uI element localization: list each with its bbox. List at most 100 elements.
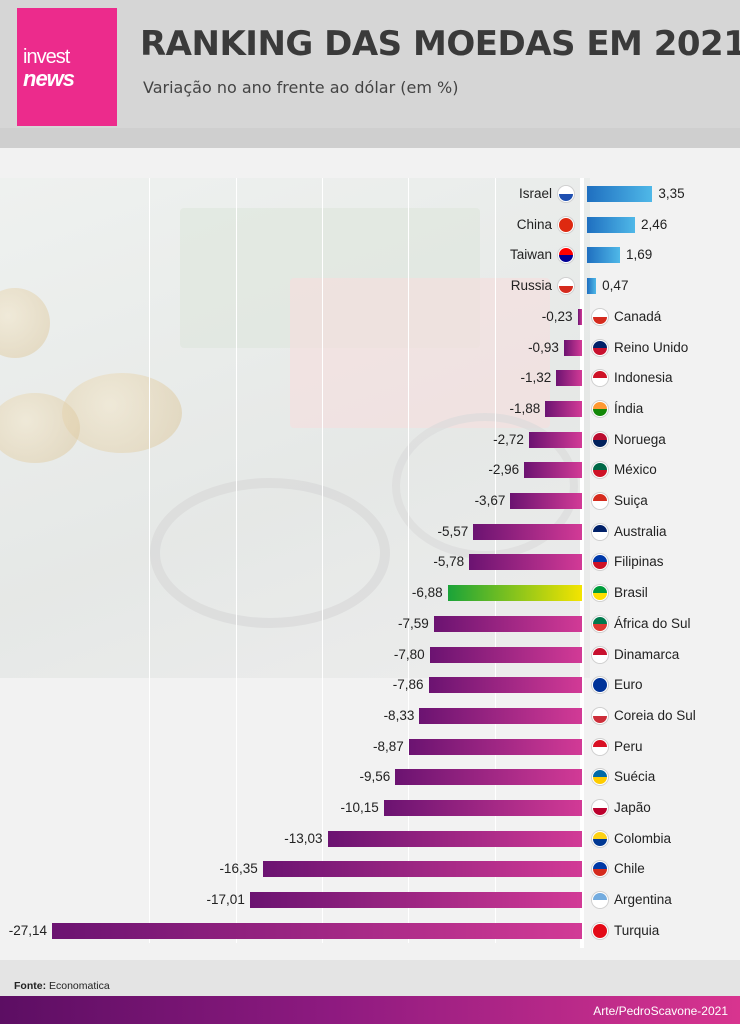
category-label: Noruega xyxy=(614,431,666,447)
source-note: Fonte: Economatica xyxy=(14,980,110,992)
category-label: Chile xyxy=(614,861,645,877)
united-kingdom-flag-icon xyxy=(592,339,608,356)
bar-23 xyxy=(262,861,582,878)
japan-flag-icon xyxy=(592,800,608,816)
chart-title: RANKING DAS MOEDAS EM 2021 xyxy=(140,24,740,64)
bar-8 xyxy=(545,400,582,417)
data-label: -1,32 xyxy=(520,370,552,386)
bar-17 xyxy=(428,677,582,694)
coin-shape xyxy=(0,393,80,463)
south-korea-flag-icon xyxy=(592,707,608,724)
category-label: Colombia xyxy=(614,830,672,846)
data-label: 1,69 xyxy=(626,247,653,263)
data-label: -0,93 xyxy=(528,339,559,355)
category-label: Canadá xyxy=(614,308,662,324)
bar-9 xyxy=(528,431,582,448)
data-label: -6,88 xyxy=(411,585,443,601)
indonesia-flag-icon xyxy=(592,370,608,387)
gridline xyxy=(408,178,409,943)
header xyxy=(0,0,740,148)
data-label: -5,57 xyxy=(437,523,469,539)
category-label: Turquia xyxy=(614,922,660,938)
data-label: -7,59 xyxy=(398,615,429,631)
category-label: Euro xyxy=(614,677,643,693)
data-label: -8,33 xyxy=(383,707,415,723)
category-label: Coreia do Sul xyxy=(614,707,696,723)
bar-4 xyxy=(587,278,597,295)
chart-subtitle: Variação no ano frente ao dólar (em %) xyxy=(143,78,459,97)
footer xyxy=(0,960,740,996)
category-label: Filipinas xyxy=(614,554,664,570)
header-band xyxy=(0,128,740,148)
data-label: -3,67 xyxy=(474,493,506,508)
gridline xyxy=(236,178,237,943)
data-label: -2,72 xyxy=(493,431,524,447)
canada-flag-icon xyxy=(592,308,608,325)
globe-keychain-shape xyxy=(150,478,390,628)
philippines-flag-icon xyxy=(592,554,608,571)
data-label: -2,96 xyxy=(488,462,520,478)
coin-shape xyxy=(62,373,182,453)
colombia-flag-icon xyxy=(592,830,608,847)
category-label: Israel xyxy=(518,186,552,201)
bar-14 xyxy=(447,585,582,602)
bar-12 xyxy=(473,523,582,540)
bar-20 xyxy=(395,769,582,786)
source-label: Fonte: xyxy=(14,980,47,992)
data-label: -1,88 xyxy=(509,400,541,416)
bar-7 xyxy=(556,370,582,387)
bar-24 xyxy=(249,892,582,909)
south-africa-flag-icon xyxy=(592,615,608,632)
euro-flag-icon xyxy=(592,677,608,694)
category-label: Reino Unido xyxy=(614,339,689,355)
data-label: 2,46 xyxy=(641,216,668,232)
data-label: -0,23 xyxy=(541,308,573,324)
banknote-yuan-shape xyxy=(290,278,550,428)
category-label: Indonesia xyxy=(614,370,673,386)
bar-2 xyxy=(587,216,636,233)
australia-flag-icon xyxy=(592,523,608,540)
data-label: -17,01 xyxy=(206,892,245,908)
russia-flag-icon xyxy=(558,278,574,295)
data-label: -8,87 xyxy=(373,738,404,754)
logo-text-news: news xyxy=(23,66,75,91)
category-label: Índia xyxy=(614,400,644,416)
data-label: 0,47 xyxy=(602,278,629,294)
data-label: -7,80 xyxy=(393,646,425,662)
bar-19 xyxy=(408,738,582,755)
norway-flag-icon xyxy=(592,431,608,448)
china-flag-icon xyxy=(558,216,574,233)
logo-text-invest: invest xyxy=(23,46,70,68)
brazil-flag-icon xyxy=(592,585,608,602)
sweden-flag-icon xyxy=(592,769,608,786)
bar-16 xyxy=(429,646,582,663)
category-label: México xyxy=(614,462,657,478)
category-label: Australia xyxy=(614,523,667,539)
switzerland-flag-icon xyxy=(592,493,608,509)
taiwan-flag-icon xyxy=(558,247,574,264)
bar-1 xyxy=(587,186,653,202)
data-label: -27,14 xyxy=(8,922,47,938)
chart-plot-area: Israel 3,35 China 2,46 Taiwan 1,69 Russia 0,47 C… xyxy=(0,148,740,960)
investnews-logo: invest news xyxy=(17,8,117,126)
source-value: Economatica xyxy=(46,980,110,992)
bar-5 xyxy=(577,308,582,325)
category-label: Taiwan xyxy=(509,247,552,263)
category-label: Dinamarca xyxy=(614,646,680,662)
category-label: China xyxy=(516,216,552,232)
data-label: -16,35 xyxy=(219,861,258,877)
category-label: Brasil xyxy=(614,585,648,601)
category-label: Peru xyxy=(614,738,643,754)
india-flag-icon xyxy=(592,400,608,417)
bar-22 xyxy=(327,830,582,847)
peru-flag-icon xyxy=(592,738,608,755)
bar-25 xyxy=(52,922,582,939)
israel-flag-icon xyxy=(558,186,574,202)
category-label: Russia xyxy=(510,278,552,294)
data-label: 3,35 xyxy=(658,186,685,201)
denmark-flag-icon xyxy=(592,646,608,663)
data-label: -10,15 xyxy=(340,800,379,815)
category-label: Suiça xyxy=(614,493,648,508)
category-label: África do Sul xyxy=(614,615,691,631)
data-label: -7,86 xyxy=(392,677,424,693)
